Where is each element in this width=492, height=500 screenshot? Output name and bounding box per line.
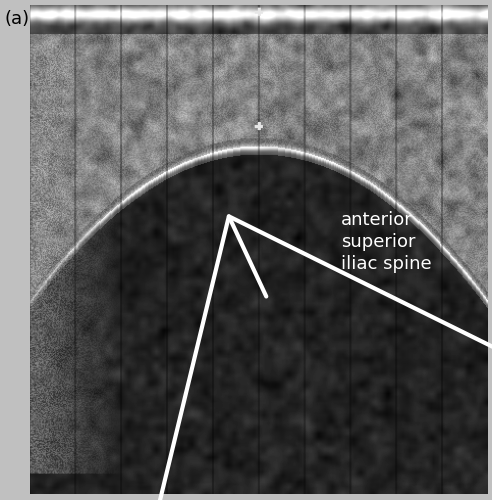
Text: (a): (a) [5,10,30,28]
Text: anterior
superior
iliac spine: anterior superior iliac spine [340,211,431,273]
